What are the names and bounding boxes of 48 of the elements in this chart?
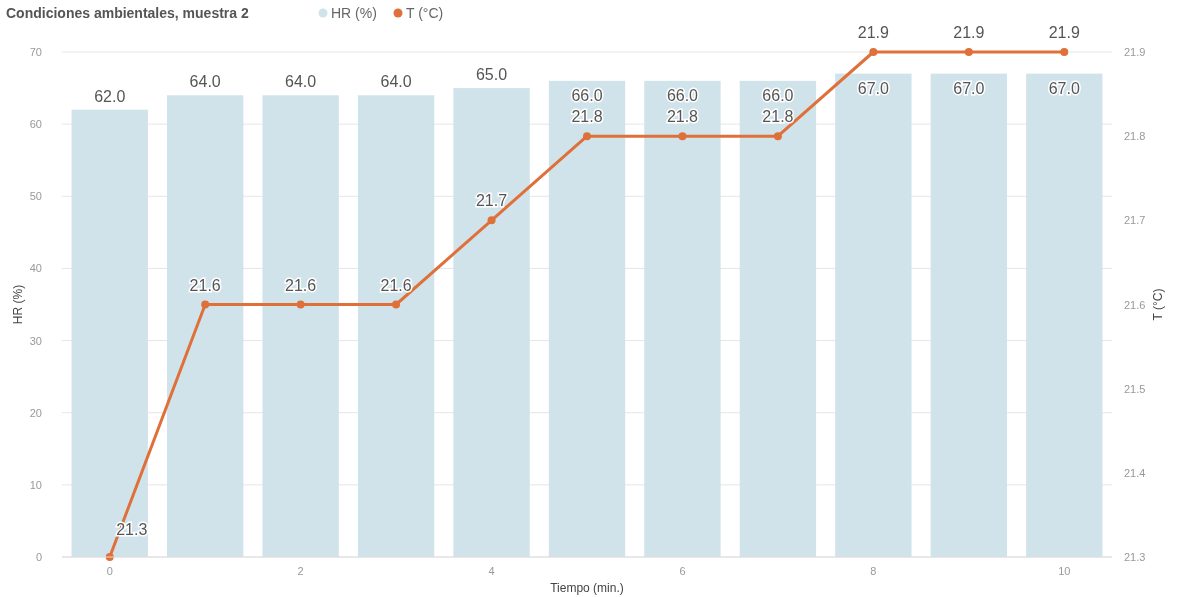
data-label: 65.0 [475, 66, 508, 84]
y-tick-label: 50 [29, 190, 42, 203]
data-label: 67.0 [953, 79, 985, 97]
data-label: 21.8 [571, 108, 603, 126]
data-label: 21.6 [285, 276, 317, 294]
data-label: 67.0 [1048, 79, 1080, 97]
data-label: 64.0 [285, 73, 317, 91]
y-axis-title: HR (%) [11, 284, 25, 325]
chart-title: Condiciones ambientales, muestra 2 [6, 5, 249, 21]
data-label: 62.0 [94, 87, 126, 105]
y-tick-label: 20 [29, 406, 42, 419]
y2-tick-label: 21.5 [1124, 382, 1146, 395]
data-label: 21.8 [666, 108, 699, 126]
x-tick-label: 0 [106, 565, 113, 577]
data-label: 66.0 [762, 86, 794, 104]
legend-label: T (°C) [406, 5, 444, 21]
y-tick-label: 70 [29, 46, 42, 58]
data-label: 21.9 [1048, 24, 1080, 41]
y2-tick-label: 21.4 [1124, 466, 1146, 479]
y2-tick-label: 21.6 [1124, 298, 1146, 311]
x-tick-label: 10 [1058, 565, 1071, 577]
x-tick-label: 6 [679, 565, 686, 577]
y2-tick-label: 21.7 [1124, 214, 1146, 227]
data-label: 66.0 [571, 86, 603, 104]
y-tick-label: 0 [35, 551, 42, 563]
data-label: 21.8 [762, 108, 794, 126]
x-axis-title: Tiempo (min.) [550, 581, 624, 595]
data-label: 21.6 [380, 276, 412, 294]
x-tick-label: 8 [870, 565, 877, 577]
x-tick-label: 4 [488, 565, 495, 577]
data-label: 21.9 [857, 24, 890, 41]
data-label: 67.0 [857, 79, 890, 97]
data-label: 64.0 [189, 73, 221, 91]
y2-tick-label: 21.8 [1124, 130, 1146, 143]
data-label: 66.0 [666, 86, 699, 104]
data-label: 64.0 [380, 73, 412, 91]
data-label: 21.6 [189, 276, 221, 294]
y-tick-label: 30 [29, 334, 42, 347]
legend-label: HR (%) [331, 5, 377, 21]
y-tick-label: 40 [29, 262, 42, 275]
data-label: 21.7 [475, 192, 508, 210]
y-tick-label: 10 [29, 478, 42, 491]
y-tick-label: 60 [29, 118, 42, 131]
x-tick-label: 2 [297, 565, 304, 577]
y2-axis-title: T (°C) [1151, 288, 1165, 321]
data-label: 21.9 [953, 24, 985, 41]
y2-tick-label: 21.3 [1124, 551, 1146, 563]
y2-tick-label: 21.9 [1124, 46, 1146, 58]
